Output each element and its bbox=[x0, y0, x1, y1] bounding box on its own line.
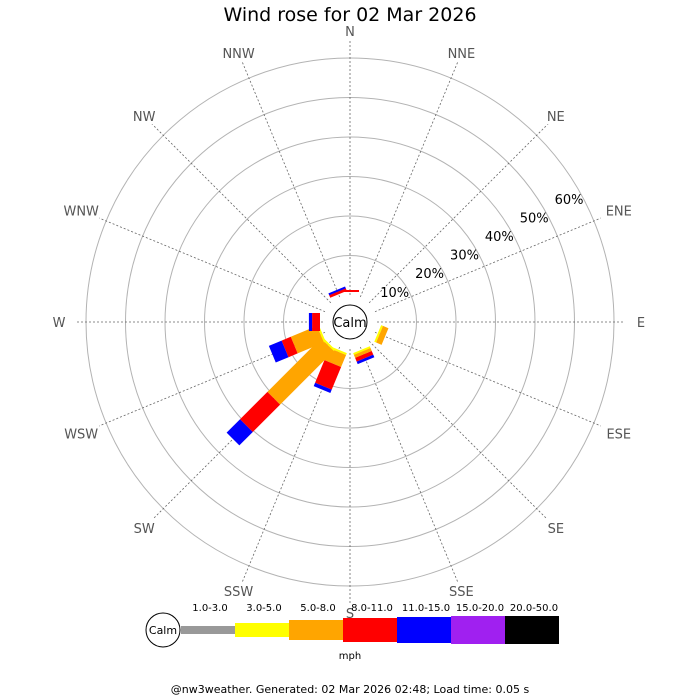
direction-label-nne: NNE bbox=[448, 47, 476, 62]
direction-label-bg bbox=[220, 581, 257, 599]
legend-label: 8.0-11.0 bbox=[351, 603, 393, 614]
chart-title: Wind rose for 02 Mar 2026 bbox=[223, 4, 477, 26]
bar-nnw-8.0-11.0 bbox=[329, 288, 347, 298]
bar-nnw-11.0-15.0 bbox=[328, 286, 346, 296]
direction-label-nw: NW bbox=[133, 110, 156, 125]
grid-spoke bbox=[368, 116, 556, 304]
grid-ring bbox=[204, 176, 496, 468]
direction-label-bg bbox=[537, 107, 574, 125]
grid-spoke bbox=[81, 210, 326, 313]
legend: Calm 1.0-3.0 3.0-5.0 5.0-8.0 8.0-11.0 11.0-15… bbox=[145, 603, 559, 662]
bar-sse-11.0-15.0 bbox=[356, 354, 375, 365]
legend-calm-label: Calm bbox=[149, 624, 177, 637]
direction-label-sw: SW bbox=[134, 522, 155, 537]
direction-label-ese: ESE bbox=[606, 427, 631, 442]
grid-spoke bbox=[359, 53, 462, 298]
direction-label-bg bbox=[220, 44, 257, 62]
radial-tick-label: 50% bbox=[520, 212, 549, 227]
bar-ssw-11.0-15.0 bbox=[313, 382, 332, 393]
direction-labels: N NNE NE ENE E ESE SE SSE S SSW SW WSW W WNW NW NNW bbox=[41, 22, 659, 622]
direction-label-e: E bbox=[637, 316, 645, 331]
grid-ring bbox=[243, 215, 457, 429]
bar-wsw-8.0-11.0 bbox=[281, 336, 298, 358]
legend-label: 20.0-50.0 bbox=[510, 603, 558, 614]
legend-swatch-3.0-5.0 bbox=[235, 623, 289, 637]
direction-label-bg bbox=[600, 201, 637, 219]
radial-tick-label: 60% bbox=[555, 193, 584, 208]
legend-swatch-5.0-8.0 bbox=[289, 620, 343, 640]
legend-swatch-11.0-15.0 bbox=[397, 617, 451, 643]
direction-label-bg bbox=[443, 581, 480, 599]
radial-tick-labels: 10% 20% 30% 40% 50% 60% bbox=[380, 193, 583, 301]
bar-w-11.0-15.0 bbox=[308, 313, 313, 331]
direction-label-nnw: NNW bbox=[222, 47, 254, 62]
grid-layer bbox=[60, 32, 640, 612]
bar-sse-3.0-5.0 bbox=[353, 346, 371, 356]
direction-label-bg bbox=[332, 604, 368, 621]
bar-sw-8.0-11.0 bbox=[240, 391, 281, 432]
direction-label-ssw: SSW bbox=[224, 585, 254, 600]
direction-label-sse: SSE bbox=[449, 585, 474, 600]
radial-tick-label: 20% bbox=[415, 267, 444, 282]
radial-tick-label: 30% bbox=[450, 249, 479, 264]
direction-label-ene: ENE bbox=[606, 205, 632, 220]
legend-units: mph bbox=[339, 651, 361, 662]
bar-ese-3.0-5.0 bbox=[374, 325, 384, 343]
direction-label-bg bbox=[332, 22, 368, 39]
radial-tick-label: 40% bbox=[485, 230, 514, 245]
direction-label-bg bbox=[126, 107, 163, 125]
bar-wsw-5.0-8.0 bbox=[290, 325, 324, 354]
legend-label: 15.0-20.0 bbox=[456, 603, 504, 614]
direction-label-w: W bbox=[53, 316, 66, 331]
direction-label-bg bbox=[41, 313, 77, 330]
direction-label-wsw: WSW bbox=[64, 427, 98, 442]
direction-label-wnw: WNW bbox=[63, 205, 99, 220]
bar-w-8.0-11.0 bbox=[312, 313, 320, 331]
calm-label: Calm bbox=[333, 316, 366, 331]
bar-sw-11.0-15.0 bbox=[226, 419, 253, 446]
footer-text: @nw3weather. Generated: 02 Mar 2026 02:4… bbox=[170, 683, 530, 696]
legend-label: 3.0-5.0 bbox=[246, 603, 281, 614]
direction-label-ne: NE bbox=[547, 110, 565, 125]
legend-label: 1.0-3.0 bbox=[192, 603, 227, 614]
legend-swatch-8.0-11.0 bbox=[343, 618, 397, 642]
bar-sse-5.0-8.0 bbox=[353, 348, 372, 358]
direction-label-bg bbox=[126, 518, 163, 536]
direction-label-bg bbox=[537, 518, 574, 536]
grid-ring bbox=[283, 255, 417, 389]
center-layer: Calm bbox=[323, 295, 377, 349]
bar-wsw-11.0-15.0 bbox=[268, 340, 289, 363]
bar-sw-5.0-8.0 bbox=[267, 338, 334, 405]
direction-label-bg bbox=[623, 313, 659, 330]
legend-label: 11.0-15.0 bbox=[402, 603, 450, 614]
direction-label-bg bbox=[63, 424, 100, 442]
legend-swatch-15.0-20.0 bbox=[451, 616, 505, 644]
direction-label-bg bbox=[63, 201, 100, 219]
direction-label-se: SE bbox=[548, 522, 564, 537]
legend-swatch-1.0-3.0 bbox=[181, 626, 235, 634]
direction-label-bg bbox=[443, 44, 480, 62]
bar-ssw-8.0-11.0 bbox=[315, 360, 342, 390]
direction-label-s: S bbox=[346, 607, 354, 622]
bar-n-8.0-11.0 bbox=[341, 290, 359, 292]
grid-spoke bbox=[238, 53, 341, 298]
calm-circle bbox=[332, 304, 368, 340]
legend-label: 5.0-8.0 bbox=[300, 603, 335, 614]
direction-label-bg bbox=[600, 424, 637, 442]
legend-calm-circle bbox=[145, 612, 181, 648]
bar-sse-8.0-11.0 bbox=[355, 350, 374, 362]
direction-label-n: N bbox=[345, 25, 355, 40]
bars-layer bbox=[226, 286, 389, 446]
radial-tick-label: 10% bbox=[380, 286, 409, 301]
bar-ese-5.0-8.0 bbox=[376, 325, 389, 345]
legend-swatch-20.0-50.0 bbox=[505, 616, 559, 644]
